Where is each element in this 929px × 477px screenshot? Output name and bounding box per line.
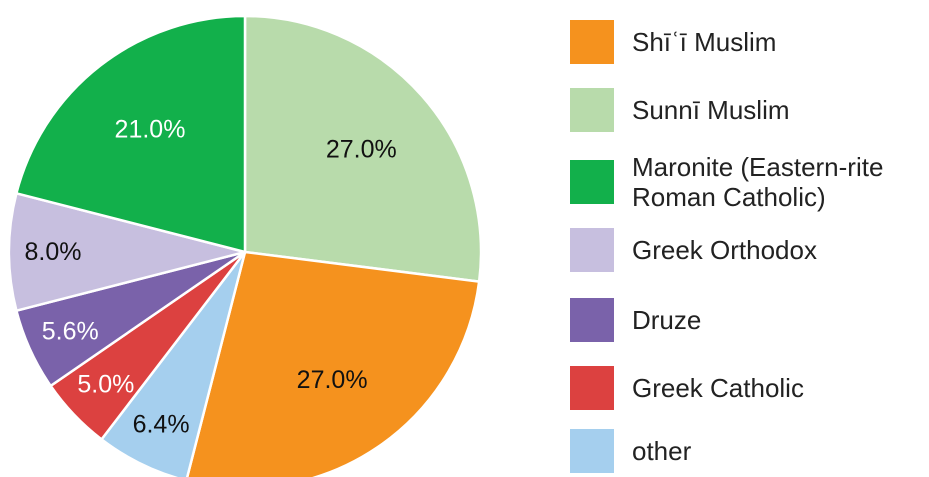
legend-item-maronite: Maronite (Eastern-rite Roman Catholic) [570,150,883,214]
legend-item-greek-catholic: Greek Catholic [570,358,804,418]
pie-slice [7,192,247,312]
legend-label: Shīʿī Muslim [632,27,777,57]
legend-item-other: other [570,424,691,477]
legend-swatch [570,429,614,473]
pie-slice [15,14,247,254]
pie-slice [185,250,481,477]
legend-item-sunni-muslim: Sunnī Muslim [570,80,790,140]
pie-slice [243,14,483,283]
pie-slices [7,14,483,477]
legend-swatch [570,20,614,64]
pie-slice-label: 6.4% [133,411,190,439]
pie-slice-label: 8.0% [25,238,82,266]
legend-swatch [570,298,614,342]
pie-slice-label: 21.0% [115,116,186,144]
legend-item-druze: Druze [570,290,701,350]
pie-slice-label: 5.0% [77,370,134,398]
legend-label: Greek Orthodox [632,235,817,265]
legend-item-greek-orthodox: Greek Orthodox [570,220,817,280]
pie-chart: 27.0% 27.0% 6.4% 5.0% 5.6% 8.0% 21.0% [7,14,483,477]
legend-label: Druze [632,305,702,335]
legend-item-shii-muslim: Shīʿī Muslim [570,12,776,72]
legend-swatch [570,160,614,204]
pie-slice-label: 5.6% [42,318,99,346]
legend-swatch [570,228,614,272]
legend-label: other [632,436,692,466]
pie-slice-labels: 27.0% 27.0% 6.4% 5.0% 5.6% 8.0% 21.0% [25,116,397,439]
pie-slice-label: 27.0% [326,136,397,164]
legend-label: Sunnī Muslim [632,95,790,125]
legend-swatch [570,88,614,132]
legend-label: Greek Catholic [632,373,804,403]
legend-swatch [570,366,614,410]
legend-label: Maronite (Eastern-rite Roman Catholic) [632,152,884,212]
pie-slice-label: 27.0% [297,366,368,394]
